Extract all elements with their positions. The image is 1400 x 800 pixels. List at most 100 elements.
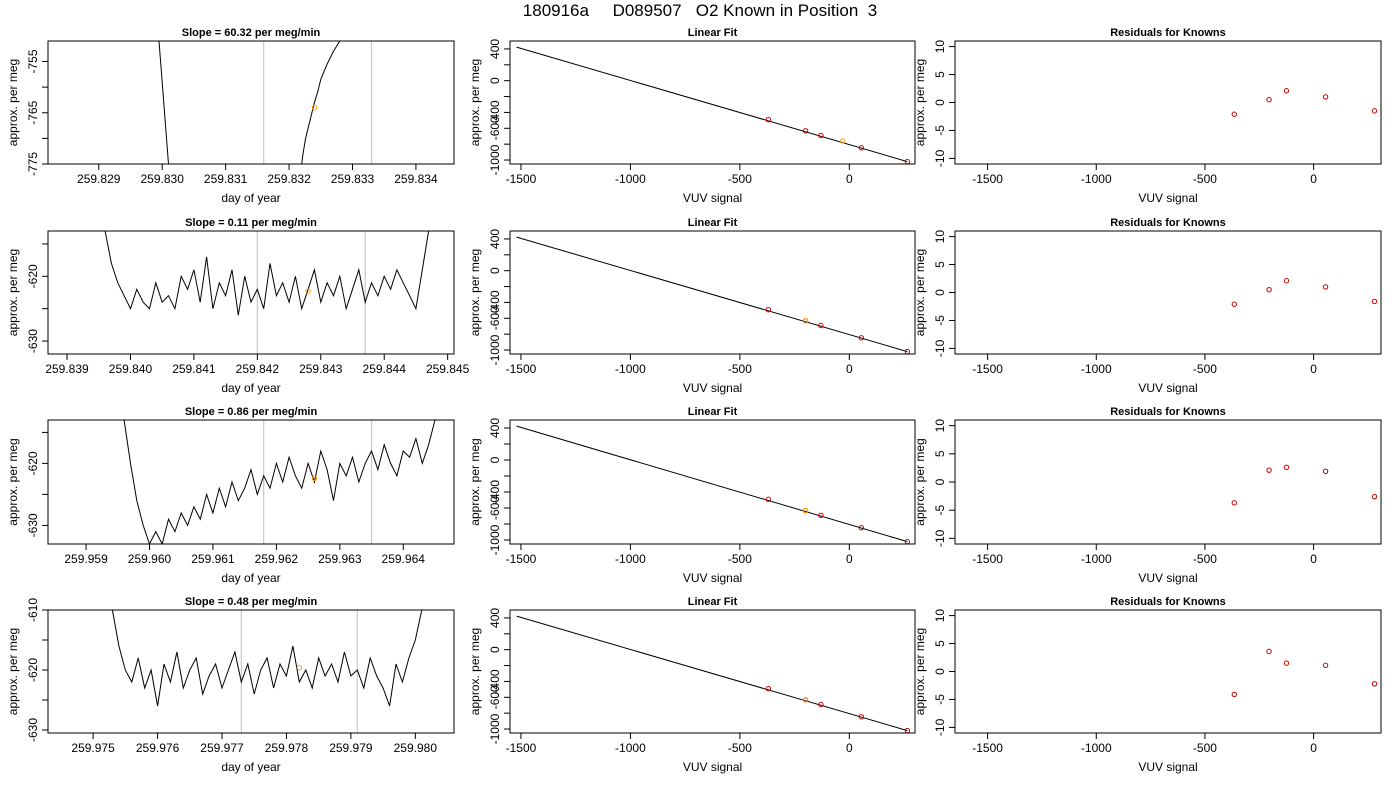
y-tick-label: -755 <box>26 49 40 73</box>
x-tick-label: -1000 <box>1081 552 1112 566</box>
plot-content <box>1231 88 1378 117</box>
data-point <box>858 524 865 531</box>
panel-row1-col2: Linear Fit VUV signal approx. per meg -1500… <box>468 27 916 205</box>
panel-row1-col3: Residuals for Knowns VUV signal approx. pe… <box>913 27 1382 205</box>
figure-title: 180916a D089507 O2 Known in Position 3 <box>522 1 878 20</box>
x-axis-label: day of year <box>221 571 280 585</box>
data-point <box>858 714 865 720</box>
plot-content <box>516 236 911 354</box>
y-tick-label: -10 <box>933 149 947 167</box>
x-axis-label: VUV signal <box>683 191 742 205</box>
x-tick-label: -500 <box>728 362 752 376</box>
data-point <box>1266 97 1272 103</box>
x-tick-label: -1500 <box>506 741 537 755</box>
y-tick-label: -620 <box>26 658 40 682</box>
data-point <box>818 322 824 329</box>
plot-frame <box>509 419 916 545</box>
x-tick-label: -500 <box>1193 741 1217 755</box>
x-tick-label: -1000 <box>1081 172 1112 186</box>
data-point <box>1371 681 1378 687</box>
x-tick-label: 259.842 <box>236 362 280 376</box>
plot-frame <box>47 419 455 545</box>
plot-frame <box>47 609 455 734</box>
plot-frame <box>509 609 916 734</box>
y-tick-label: 10 <box>933 419 947 433</box>
y-tick-label: -630 <box>26 718 40 742</box>
x-tick-label: 259.833 <box>331 172 375 186</box>
y-tick-label: -775 <box>26 152 40 176</box>
data-point <box>1322 662 1329 669</box>
y-tick-label: -600 <box>488 306 502 330</box>
panel-title: Slope = 0.11 per meg/min <box>185 217 317 229</box>
data-point <box>1322 284 1329 290</box>
x-tick-label: -1500 <box>972 172 1003 186</box>
data-point <box>765 686 772 692</box>
y-tick-label: -10 <box>933 718 947 736</box>
plot-content <box>1231 648 1378 698</box>
y-tick-label: -10 <box>933 339 947 357</box>
data-point <box>1322 468 1329 474</box>
plot-content <box>516 615 911 733</box>
y-axis-label: approx. per meg <box>468 628 482 715</box>
data-point <box>1371 493 1378 500</box>
x-tick-label: -1000 <box>1081 741 1112 755</box>
x-tick-label: -1000 <box>615 362 646 376</box>
y-tick-label: 0 <box>933 289 947 296</box>
x-tick-label: 259.832 <box>267 172 311 186</box>
y-tick-label: -5 <box>933 505 947 516</box>
x-tick-label: 259.963 <box>318 552 362 566</box>
y-tick-label: -600 <box>488 116 502 140</box>
x-tick-label: 0 <box>846 552 853 566</box>
data-line <box>111 610 423 707</box>
data-point <box>1371 108 1378 114</box>
y-tick-label: -600 <box>488 496 502 520</box>
y-tick-label: 5 <box>933 71 947 78</box>
x-tick-label: -1000 <box>1081 362 1112 376</box>
x-tick-label: 259.977 <box>200 741 244 755</box>
panel-title: Residuals for Knowns <box>1110 217 1226 229</box>
x-tick-label: 259.831 <box>204 172 248 186</box>
y-tick-label: -5 <box>933 315 947 326</box>
panel-row3-col3: Residuals for Knowns VUV signal approx. pe… <box>913 406 1382 585</box>
y-axis-label: approx. per meg <box>6 438 20 525</box>
data-point <box>818 132 824 139</box>
x-tick-label: 259.964 <box>382 552 426 566</box>
y-tick-label: -1000 <box>488 524 502 555</box>
highlight-point <box>802 318 809 324</box>
plot-frame <box>509 230 916 355</box>
y-tick-label: 0 <box>933 478 947 485</box>
data-point <box>802 128 809 134</box>
data-point <box>1283 278 1290 284</box>
x-tick-label: -1500 <box>972 552 1003 566</box>
x-tick-label: 259.834 <box>394 172 438 186</box>
x-tick-label: -1500 <box>972 741 1003 755</box>
x-tick-label: 259.959 <box>64 552 108 566</box>
y-tick-label: -400 <box>488 669 502 693</box>
plot-content <box>516 425 911 544</box>
y-axis-label: approx. per meg <box>913 59 927 146</box>
x-tick-label: 259.839 <box>45 362 89 376</box>
plot-content <box>104 231 430 354</box>
x-tick-label: 259.843 <box>299 362 343 376</box>
data-point <box>1283 88 1290 94</box>
x-tick-label: 259.960 <box>128 552 172 566</box>
x-tick-label: 259.980 <box>394 741 438 755</box>
x-tick-label: -1500 <box>506 552 537 566</box>
y-tick-label: -1000 <box>488 334 502 365</box>
y-tick-label: 400 <box>488 39 502 59</box>
x-axis-label: VUV signal <box>1138 760 1197 774</box>
plot-content <box>158 41 373 164</box>
data-point <box>1371 298 1378 305</box>
data-point <box>765 496 772 503</box>
data-point <box>858 335 865 341</box>
x-tick-label: -1500 <box>972 362 1003 376</box>
fit-line <box>516 236 908 353</box>
y-tick-label: -630 <box>26 513 40 537</box>
data-point <box>765 117 772 123</box>
plot-content <box>1231 278 1378 307</box>
y-tick-label: 0 <box>488 77 502 84</box>
x-tick-label: -500 <box>728 172 752 186</box>
data-point <box>1283 660 1290 666</box>
x-tick-label: 0 <box>1310 362 1317 376</box>
x-tick-label: 259.840 <box>109 362 153 376</box>
